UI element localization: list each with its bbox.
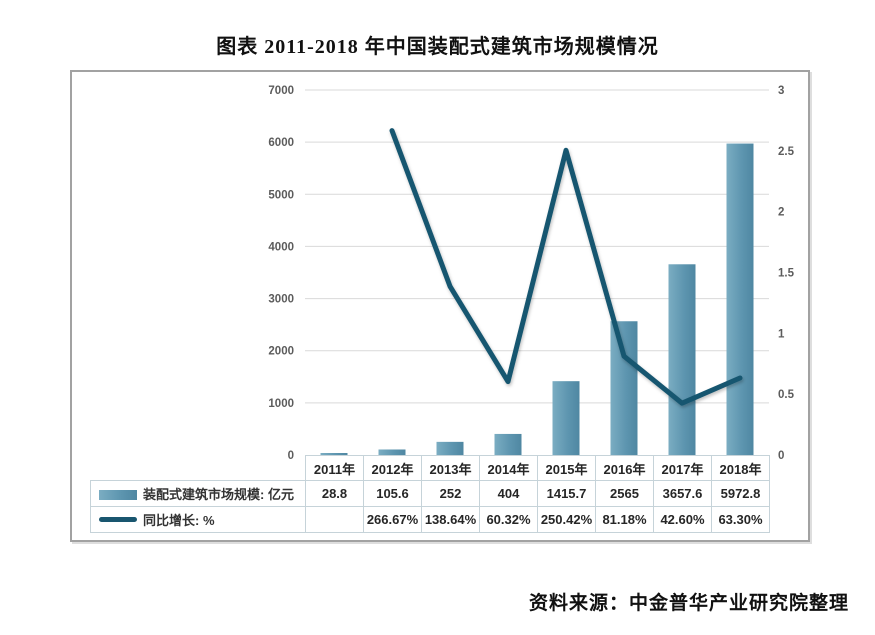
year-header-cell: 2014年 [479, 455, 538, 481]
growth-value-cell: 138.64% [421, 506, 480, 533]
growth-line [389, 128, 743, 406]
year-header-cell: 2018年 [711, 455, 770, 481]
market-value-cell: 2565 [595, 480, 654, 507]
market-value-cell: 3657.6 [653, 480, 712, 507]
bar-series [320, 143, 754, 455]
year-header-cell: 2016年 [595, 455, 654, 481]
right-axis-tick-label: 2 [778, 207, 784, 219]
left-axis-tick-label: 6000 [268, 137, 294, 149]
market-value-cell: 404 [479, 480, 538, 507]
right-axis-tick-label: 0 [778, 450, 784, 462]
market-value-cell: 5972.8 [711, 480, 770, 507]
bar-2016年 [610, 321, 638, 455]
bar-swatch-icon [99, 490, 137, 500]
left-axis-tick-label: 1000 [268, 398, 294, 410]
growth-value-cell: 250.42% [537, 506, 596, 533]
market-value-cell: 1415.7 [537, 480, 596, 507]
right-axis-tick-label: 0.5 [778, 389, 795, 401]
legend-cell-market-size: 装配式建筑市场规模: 亿元 [90, 480, 306, 507]
bar-2018年 [726, 143, 754, 455]
market-value-cell: 28.8 [305, 480, 364, 507]
chart-plot: 0100020003000400050006000700000.511.522.… [268, 85, 794, 462]
growth-value-cell: 63.30% [711, 506, 770, 533]
bar-2011年 [320, 453, 348, 455]
left-axis-tick-label: 5000 [268, 189, 294, 201]
left-axis-tick-label: 4000 [268, 241, 294, 253]
right-axis-tick-label: 1.5 [778, 268, 795, 280]
bar-2012年 [378, 449, 406, 455]
data-table: 2011年 2012年 2013年 2014年 2015年 2016年 2017年 2018年… [90, 455, 770, 533]
bar-2013年 [436, 441, 464, 455]
growth-line-path [389, 128, 743, 406]
market-value-cell: 105.6 [363, 480, 422, 507]
growth-value-cell: 81.18% [595, 506, 654, 533]
legend-label: 装配式建筑市场规模: 亿元 [143, 487, 294, 502]
legend-cell-growth: 同比增长: % [90, 506, 306, 533]
market-value-cell: 252 [421, 480, 480, 507]
right-axis-tick-label: 2.5 [778, 146, 795, 158]
growth-value-cell: 42.60% [653, 506, 712, 533]
chart-frame: 0 1000 2000 3000 4000 5000 6000 7000 0 0.5 1 1.5 2 2.… [70, 70, 810, 542]
table-spacer-cell [90, 455, 306, 481]
year-header-cell: 2013年 [421, 455, 480, 481]
year-header-cell: 2015年 [537, 455, 596, 481]
page-title: 图表 2011-2018 年中国装配式建筑市场规模情况 [216, 36, 659, 58]
year-header-cell: 2011年 [305, 455, 364, 481]
left-axis-tick-label: 3000 [268, 294, 294, 306]
growth-value-cell: 266.67% [363, 506, 422, 533]
axis-labels: 0100020003000400050006000700000.511.522.… [268, 85, 794, 462]
line-swatch-icon [99, 517, 137, 522]
year-header-cell: 2017年 [653, 455, 712, 481]
source-note: 资料来源：中金普华产业研究院整理 [528, 593, 849, 614]
bar-2015年 [552, 381, 580, 455]
bar-2017年 [668, 264, 696, 455]
bar-2014年 [494, 433, 522, 455]
left-axis-tick-label: 7000 [268, 85, 294, 97]
right-axis-tick-label: 3 [778, 85, 784, 97]
year-header-cell: 2012年 [363, 455, 422, 481]
gridlines [305, 89, 769, 404]
legend-label: 同比增长: % [143, 513, 215, 528]
growth-value-cell: 60.32% [479, 506, 538, 533]
right-axis-tick-label: 1 [778, 328, 785, 340]
growth-value-cell [305, 506, 364, 533]
left-axis-tick-label: 2000 [268, 346, 294, 358]
